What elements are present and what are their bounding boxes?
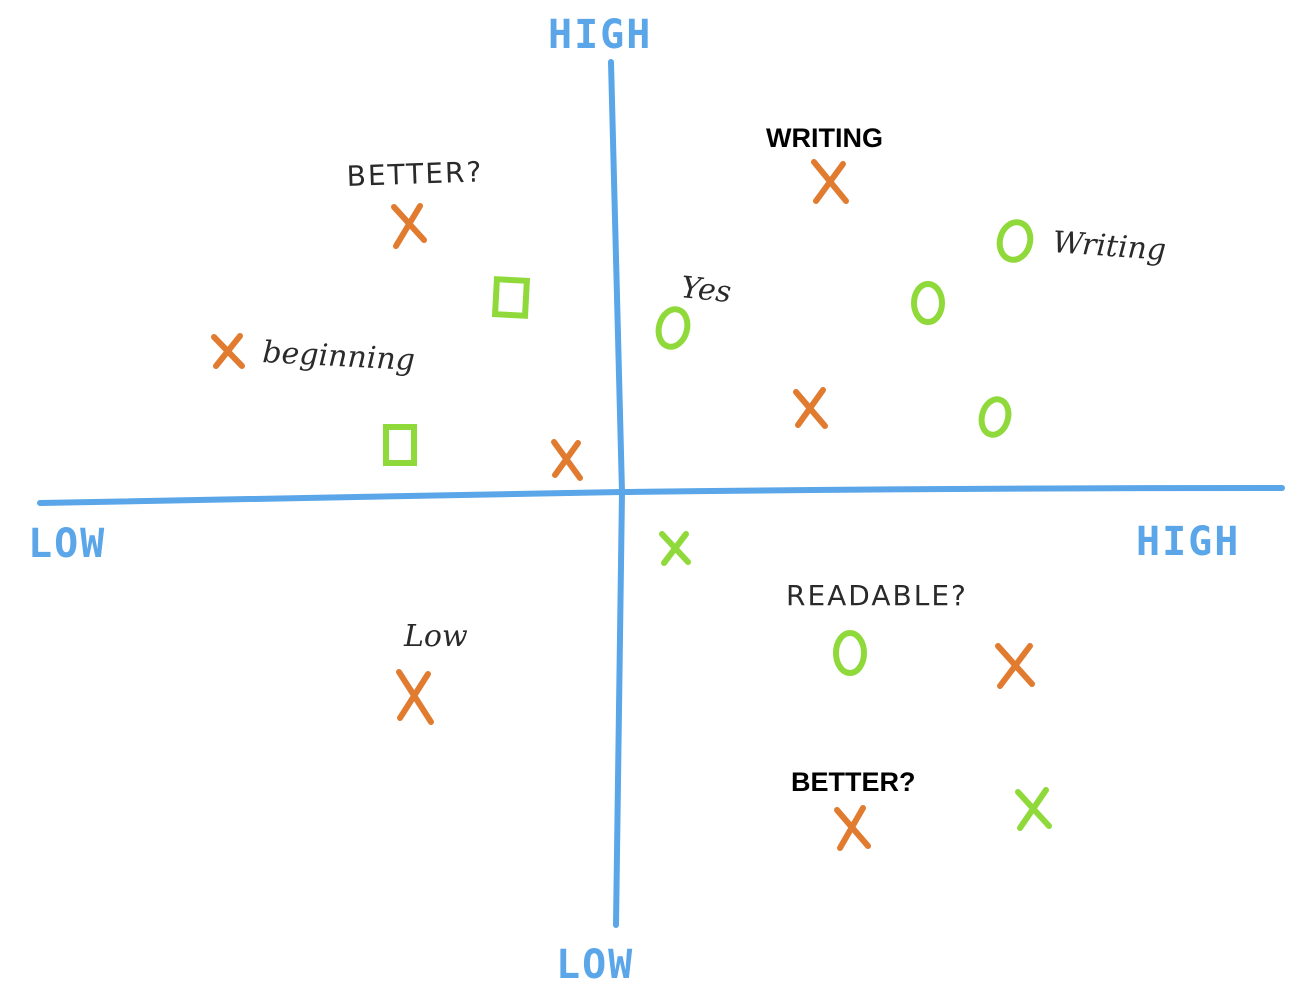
orange-x-mark — [551, 439, 583, 481]
orange-x-mark — [396, 669, 434, 725]
green-x-mark — [659, 531, 691, 566]
low-hand-label: Low — [403, 619, 468, 654]
axes — [37, 59, 1285, 928]
better-question-hand-label: BETTER? — [346, 155, 484, 193]
y-axis-low-label: LOW — [556, 942, 634, 988]
readable-question-hand-label: READABLE? — [786, 579, 968, 612]
green-o-mark — [911, 281, 945, 325]
green-o-mark — [655, 306, 691, 350]
x-axis-high-label: HIGH — [1136, 519, 1240, 565]
writing-hand-label: Writing — [1051, 225, 1167, 268]
orange-x-mark — [995, 643, 1035, 689]
beginning-hand-label: beginning — [262, 335, 416, 378]
orange-x-mark — [793, 387, 828, 429]
orange-x-mark — [391, 203, 427, 249]
green-o-mark — [978, 396, 1012, 438]
green-x-mark — [1015, 787, 1052, 831]
green-square-mark — [383, 424, 417, 466]
orange-x-mark — [834, 805, 871, 851]
orange-x-mark — [811, 159, 849, 204]
orange-x-mark — [211, 333, 245, 369]
horizontal-axis — [37, 485, 1285, 506]
green-o-mark — [833, 630, 867, 676]
yes-hand-label: Yes — [679, 270, 733, 310]
y-axis-high-label: HIGH — [548, 12, 652, 58]
marks — [211, 159, 1052, 851]
better-question-bold-label: BETTER? — [791, 767, 916, 797]
writing-bold-label: WRITING — [766, 123, 883, 153]
x-axis-low-label: LOW — [28, 521, 106, 567]
green-o-mark — [996, 219, 1034, 263]
green-square-mark — [491, 276, 531, 319]
